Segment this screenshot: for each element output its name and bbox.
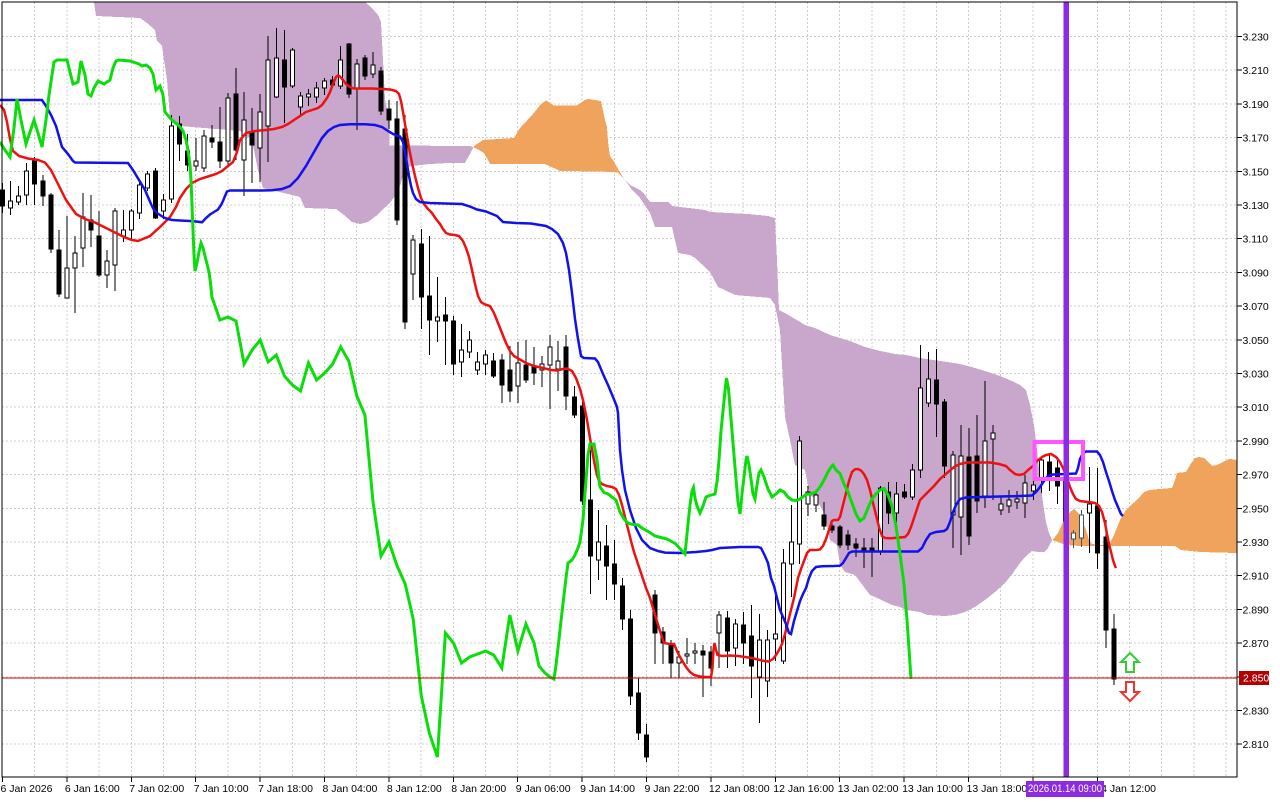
svg-text:12 Jan 16:00: 12 Jan 16:00 <box>773 783 834 795</box>
svg-text:2.890: 2.890 <box>1243 604 1269 616</box>
svg-text:9 Jan 06:00: 9 Jan 06:00 <box>516 783 571 795</box>
svg-text:2.830: 2.830 <box>1243 706 1269 718</box>
svg-text:2.990: 2.990 <box>1243 436 1269 448</box>
svg-text:2026.01.14 09:00: 2026.01.14 09:00 <box>1028 783 1102 795</box>
svg-text:13 Jan 18:00: 13 Jan 18:00 <box>967 783 1028 795</box>
svg-text:2.930: 2.930 <box>1243 537 1269 549</box>
svg-text:9 Jan 22:00: 9 Jan 22:00 <box>645 783 700 795</box>
svg-text:3.010: 3.010 <box>1243 402 1269 414</box>
svg-text:9 Jan 14:00: 9 Jan 14:00 <box>580 783 635 795</box>
svg-text:3.190: 3.190 <box>1243 99 1269 111</box>
svg-text:8 Jan 12:00: 8 Jan 12:00 <box>387 783 442 795</box>
svg-text:7 Jan 10:00: 7 Jan 10:00 <box>194 783 249 795</box>
svg-text:3.050: 3.050 <box>1243 335 1269 347</box>
svg-text:3.070: 3.070 <box>1243 301 1269 313</box>
svg-text:7 Jan 02:00: 7 Jan 02:00 <box>129 783 184 795</box>
svg-text:3.230: 3.230 <box>1243 32 1269 44</box>
svg-text:14 Jan 12:00: 14 Jan 12:00 <box>1095 783 1156 795</box>
svg-text:2.970: 2.970 <box>1243 470 1269 482</box>
svg-text:8 Jan 20:00: 8 Jan 20:00 <box>451 783 506 795</box>
svg-text:6 Jan 16:00: 6 Jan 16:00 <box>65 783 120 795</box>
svg-text:3.090: 3.090 <box>1243 267 1269 279</box>
svg-text:2.870: 2.870 <box>1243 638 1269 650</box>
svg-text:3.110: 3.110 <box>1243 234 1269 246</box>
svg-text:2.810: 2.810 <box>1243 739 1269 751</box>
svg-text:2.850: 2.850 <box>1243 673 1269 685</box>
svg-text:8 Jan 04:00: 8 Jan 04:00 <box>323 783 378 795</box>
svg-text:7 Jan 18:00: 7 Jan 18:00 <box>258 783 313 795</box>
svg-text:2.950: 2.950 <box>1243 503 1269 515</box>
svg-text:2.910: 2.910 <box>1243 571 1269 583</box>
svg-text:6 Jan 2026: 6 Jan 2026 <box>1 783 53 795</box>
svg-text:3.130: 3.130 <box>1243 200 1269 212</box>
svg-text:3.170: 3.170 <box>1243 133 1269 145</box>
svg-text:3.210: 3.210 <box>1243 65 1269 77</box>
svg-text:3.030: 3.030 <box>1243 369 1269 381</box>
svg-text:13 Jan 10:00: 13 Jan 10:00 <box>902 783 963 795</box>
svg-text:13 Jan 02:00: 13 Jan 02:00 <box>838 783 899 795</box>
svg-text:12 Jan 08:00: 12 Jan 08:00 <box>709 783 770 795</box>
svg-text:3.150: 3.150 <box>1243 166 1269 178</box>
